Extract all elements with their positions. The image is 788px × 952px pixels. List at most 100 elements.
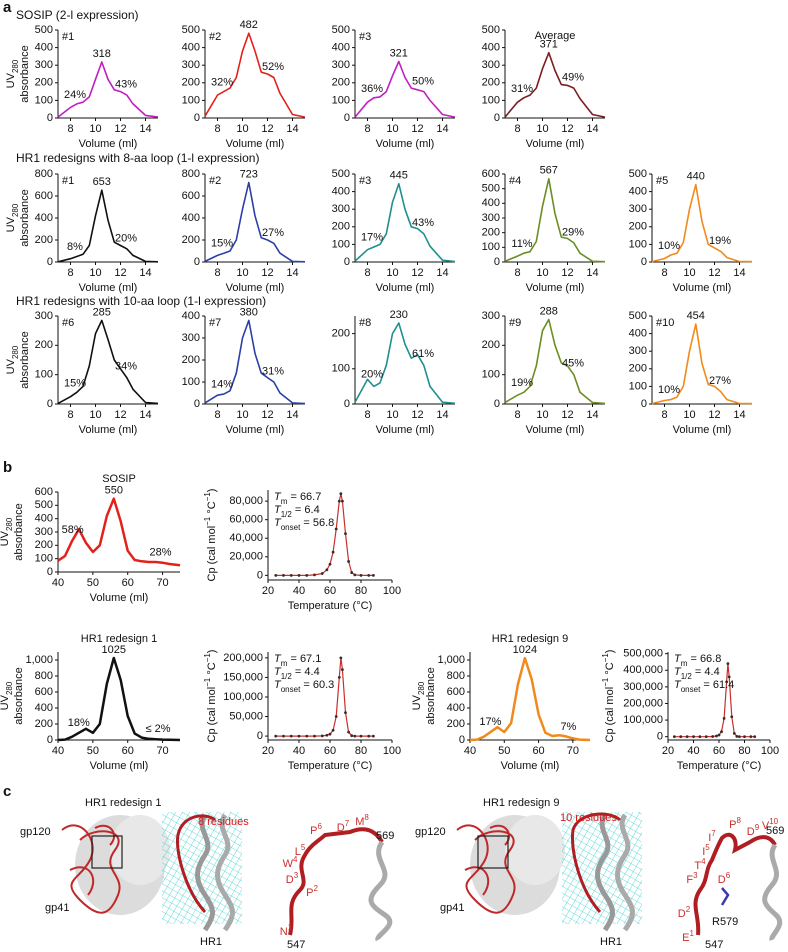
x-tick-label: 8 (364, 267, 370, 279)
data-point (325, 733, 329, 737)
y-tick-label: 200,000 (223, 652, 263, 664)
x-tick-label: 50 (87, 745, 99, 757)
residue-label: T4 (694, 857, 706, 872)
y-tick-label: 400 (332, 186, 350, 198)
peak-annotation: 31% (511, 83, 533, 95)
data-point (297, 573, 301, 577)
fit-parameter: Tm = 66.8 (674, 653, 721, 668)
residue-letter: D (286, 874, 294, 886)
y-axis-label: absorbance (19, 45, 31, 103)
residue-number: 10 (769, 817, 778, 826)
y-tick-label: 100 (482, 369, 500, 381)
data-point (334, 527, 338, 531)
data-point (274, 573, 278, 577)
x-tick-label: 12 (708, 409, 720, 421)
peak-annotation: 43% (412, 217, 434, 229)
text-part: = 67.1 (287, 653, 321, 665)
y-tick-label: 500 (35, 24, 53, 36)
y-tick-label: 200 (447, 718, 465, 730)
text-part: °C (206, 501, 218, 516)
y-tick-label: 300 (35, 526, 53, 538)
x-tick-label: 10 (386, 409, 398, 421)
y-tick-label: 400 (35, 702, 53, 714)
data-point (350, 571, 354, 574)
y-tick-label: 800 (35, 670, 53, 682)
y-axis-label: Cp (cal mol−1 °C−1) (601, 650, 616, 743)
x-tick-label: 8 (514, 267, 520, 279)
curve (504, 318, 606, 405)
residue-letter: L (295, 846, 301, 858)
x-tick-label: 14 (733, 409, 745, 421)
residue-number: 4 (293, 855, 298, 864)
data-point (738, 735, 741, 739)
y-tick-label: 600 (35, 190, 53, 202)
curve (57, 189, 159, 263)
x-axis-label: Volume (ml) (673, 282, 732, 294)
curve (275, 493, 374, 576)
helix (368, 840, 393, 942)
y-tick-label: 300 (182, 59, 200, 71)
text-part: 1/2 (281, 672, 293, 681)
data-point (328, 562, 332, 566)
peak-annotation: 58% (62, 524, 84, 536)
y-tick-label: 300 (629, 345, 647, 357)
x-tick-label: 10 (236, 409, 248, 421)
y-tick-label: 300 (332, 59, 350, 71)
y-tick-label: 200 (35, 339, 53, 351)
y-tick-label: 150,000 (223, 671, 263, 683)
text-part: T (274, 653, 282, 665)
x-axis-label: Volume (ml) (79, 282, 138, 294)
data-point (313, 573, 316, 577)
residue-letter: V (762, 820, 770, 832)
x-tick-label: 20 (662, 745, 674, 757)
x-tick-label: 12 (261, 123, 273, 135)
residue-letter: P (310, 825, 317, 837)
x-tick-label: 12 (411, 123, 423, 135)
data-point (367, 573, 371, 577)
data-point (353, 573, 357, 577)
y-tick-label: 0 (47, 566, 53, 578)
y-tick-label: 800 (35, 168, 53, 180)
chart-title: #4 (509, 175, 521, 187)
peak-annotation: 50% (412, 75, 434, 87)
text-part: UV (0, 694, 11, 710)
peak-annotation: 371 (540, 39, 558, 51)
data-point (711, 735, 715, 738)
residue-label: D6 (718, 871, 731, 886)
chart-title: HR1 redesign 1 (81, 633, 157, 645)
x-tick-label: 8 (364, 409, 370, 421)
y-tick-label: 0 (641, 398, 647, 410)
x-tick-label: 10 (536, 123, 548, 135)
residue-number: 569 (766, 825, 784, 837)
fit-parameter: Tm = 67.1 (274, 653, 321, 668)
data-point (347, 560, 350, 563)
residue-number: 7 (345, 819, 350, 828)
residue-letter: E (682, 932, 689, 944)
panel-label: b (3, 459, 12, 476)
data-point (305, 734, 309, 738)
y-tick-label: 500 (629, 168, 647, 180)
fit-parameter: Tonset = 60.3 (274, 679, 334, 694)
curve (504, 178, 606, 263)
fit-parameter: T1/2 = 4.4 (274, 666, 320, 681)
peak-annotation: 14% (211, 378, 233, 390)
structure-title: HR1 redesign 1 (85, 797, 161, 809)
peak-annotation: 36% (361, 83, 383, 95)
y-tick-label: 200 (35, 77, 53, 89)
x-tick-label: 40 (687, 745, 699, 757)
curve (204, 319, 306, 405)
y-tick-label: 600 (447, 686, 465, 698)
text-part: m (281, 659, 288, 668)
data-point (297, 734, 301, 738)
x-tick-label: 10 (536, 409, 548, 421)
x-axis-label: Temperature (°C) (677, 760, 761, 772)
y-tick-label: 0 (194, 256, 200, 268)
data-point (289, 573, 293, 577)
x-tick-label: 14 (436, 267, 448, 279)
data-point (367, 734, 371, 738)
residue-label: P6 (310, 822, 322, 837)
residue-label: P8 (729, 816, 741, 831)
residue-number: 8 (364, 813, 369, 822)
x-tick-label: 10 (386, 123, 398, 135)
x-axis-label: Volume (ml) (526, 424, 585, 436)
